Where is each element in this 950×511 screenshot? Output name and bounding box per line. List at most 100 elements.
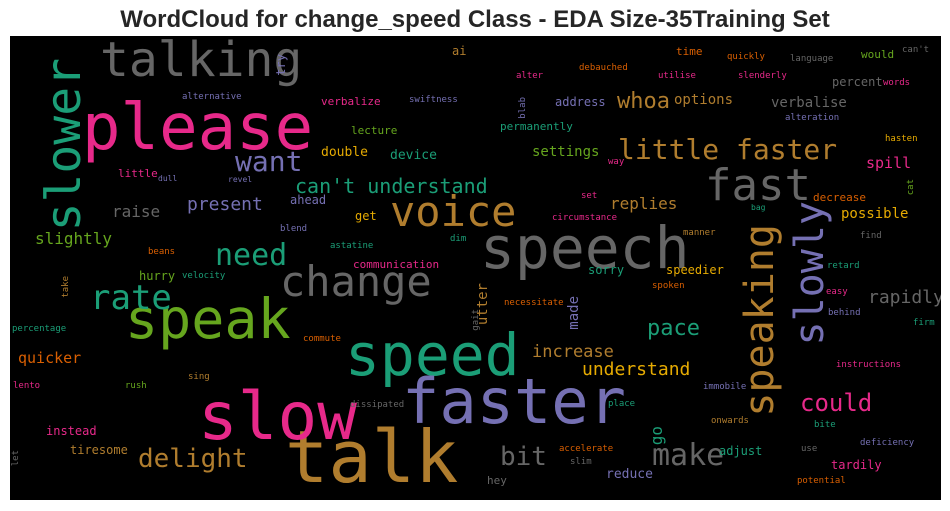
cloud-word: adjust bbox=[719, 444, 763, 458]
cloud-word: lento bbox=[13, 381, 41, 391]
cloud-word: revel bbox=[228, 175, 253, 184]
cloud-word: bite bbox=[814, 420, 836, 430]
cloud-word: need bbox=[215, 238, 288, 273]
cloud-word: can't bbox=[902, 45, 930, 55]
cloud-word: bag bbox=[751, 203, 766, 212]
cloud-word: ahead bbox=[290, 193, 327, 207]
cloud-word: try bbox=[274, 54, 288, 76]
cloud-word: easy bbox=[826, 287, 848, 297]
cloud-word: deficiency bbox=[860, 438, 915, 448]
cloud-word: gait bbox=[471, 309, 481, 331]
cloud-word: can't understand bbox=[295, 174, 488, 198]
cloud-word: spill bbox=[866, 154, 912, 172]
cloud-word: device bbox=[390, 148, 437, 163]
cloud-word: find bbox=[860, 231, 882, 241]
cloud-word: lecture bbox=[351, 124, 398, 137]
cloud-word: way bbox=[608, 157, 625, 167]
cloud-word: hasten bbox=[885, 134, 918, 144]
cloud-word: please bbox=[82, 91, 314, 165]
cloud-word: immobile bbox=[703, 382, 747, 392]
cloud-word: necessitate bbox=[504, 298, 564, 308]
cloud-word: verbalise bbox=[771, 95, 847, 111]
cloud-word: alternative bbox=[182, 92, 242, 102]
cloud-word: swiftness bbox=[409, 95, 458, 105]
cloud-word: delight bbox=[138, 444, 248, 474]
cloud-word: bit bbox=[500, 442, 547, 472]
cloud-word: fast bbox=[705, 160, 811, 211]
cloud-word: set bbox=[581, 191, 598, 201]
cloud-word: verbalize bbox=[321, 95, 381, 108]
cloud-word: speedier bbox=[666, 263, 724, 277]
cloud-word: understand bbox=[582, 359, 691, 380]
cloud-word: slow bbox=[198, 378, 357, 455]
cloud-word: options bbox=[674, 92, 734, 108]
cloud-word: tardily bbox=[831, 458, 882, 472]
cloud-word: speak bbox=[125, 287, 291, 351]
cloud-word: little bbox=[118, 167, 158, 180]
cloud-word: raise bbox=[112, 202, 161, 221]
cloud-word: want bbox=[235, 145, 303, 178]
word-cloud-canvas: talk speed slow faster speech please speak slow… bbox=[10, 36, 941, 500]
cloud-word: sorry bbox=[588, 263, 625, 277]
cloud-word: slower bbox=[36, 58, 92, 232]
cloud-word: rush bbox=[125, 381, 147, 391]
cloud-word: whoa bbox=[617, 89, 670, 114]
cloud-word: rate bbox=[90, 278, 172, 318]
cloud-word: cat bbox=[906, 179, 916, 196]
cloud-word: utilise bbox=[658, 71, 696, 81]
cloud-word: increase bbox=[532, 342, 614, 362]
cloud-word: settings bbox=[532, 144, 600, 160]
cloud-word: quicker bbox=[18, 349, 82, 367]
cloud-word: communication bbox=[353, 258, 440, 271]
cloud-word: time bbox=[676, 45, 703, 58]
cloud-word: rapidly bbox=[868, 287, 941, 308]
cloud-word: change bbox=[280, 257, 432, 306]
cloud-word: hey bbox=[487, 474, 507, 487]
cloud-word: dull bbox=[158, 174, 178, 183]
cloud-word: let bbox=[11, 450, 21, 467]
cloud-word: would bbox=[861, 48, 895, 61]
cloud-word: replies bbox=[610, 194, 678, 213]
cloud-word: retard bbox=[827, 261, 860, 271]
cloud-word: ai bbox=[452, 44, 467, 58]
cloud-word: talk bbox=[285, 415, 459, 499]
cloud-word: instructions bbox=[836, 360, 902, 370]
cloud-word: language bbox=[790, 54, 834, 64]
cloud-word: speech bbox=[480, 214, 690, 282]
cloud-word: alter bbox=[516, 71, 544, 81]
cloud-word: behind bbox=[828, 308, 861, 318]
cloud-word: hurry bbox=[139, 269, 176, 283]
cloud-word: onwards bbox=[711, 416, 749, 426]
cloud-word: percentage bbox=[12, 324, 67, 334]
cloud-word: circumstance bbox=[552, 213, 618, 223]
cloud-word: speed bbox=[345, 321, 520, 389]
cloud-word: astatine bbox=[330, 241, 374, 251]
cloud-word: beans bbox=[148, 247, 176, 257]
cloud-word: present bbox=[187, 194, 263, 215]
cloud-word: reduce bbox=[606, 467, 653, 482]
cloud-word: place bbox=[608, 399, 636, 409]
cloud-word: dim bbox=[450, 234, 467, 244]
cloud-word: potential bbox=[797, 476, 846, 486]
cloud-word: double bbox=[321, 145, 368, 160]
cloud-word: spoken bbox=[652, 281, 685, 291]
cloud-word: accelerate bbox=[559, 444, 614, 454]
cloud-word: instead bbox=[46, 424, 97, 438]
cloud-word: made bbox=[566, 296, 582, 330]
cloud-word: slowly bbox=[787, 201, 833, 346]
cloud-word: little faster bbox=[618, 133, 838, 166]
cloud-word: slenderly bbox=[738, 71, 787, 81]
cloud-word: alteration bbox=[785, 113, 840, 123]
cloud-word: get bbox=[355, 209, 377, 223]
cloud-word: make bbox=[652, 438, 725, 473]
cloud-word: manner bbox=[683, 228, 716, 238]
cloud-word: tiresome bbox=[70, 443, 128, 457]
cloud-word: possible bbox=[841, 206, 909, 222]
cloud-word: blab bbox=[518, 97, 528, 119]
cloud-word: talking bbox=[100, 36, 303, 88]
cloud-word: pace bbox=[647, 316, 700, 341]
cloud-word: percent bbox=[832, 75, 883, 89]
cloud-word: blend bbox=[280, 224, 308, 234]
cloud-word: firm bbox=[913, 318, 935, 328]
cloud-word: slightly bbox=[35, 229, 113, 248]
